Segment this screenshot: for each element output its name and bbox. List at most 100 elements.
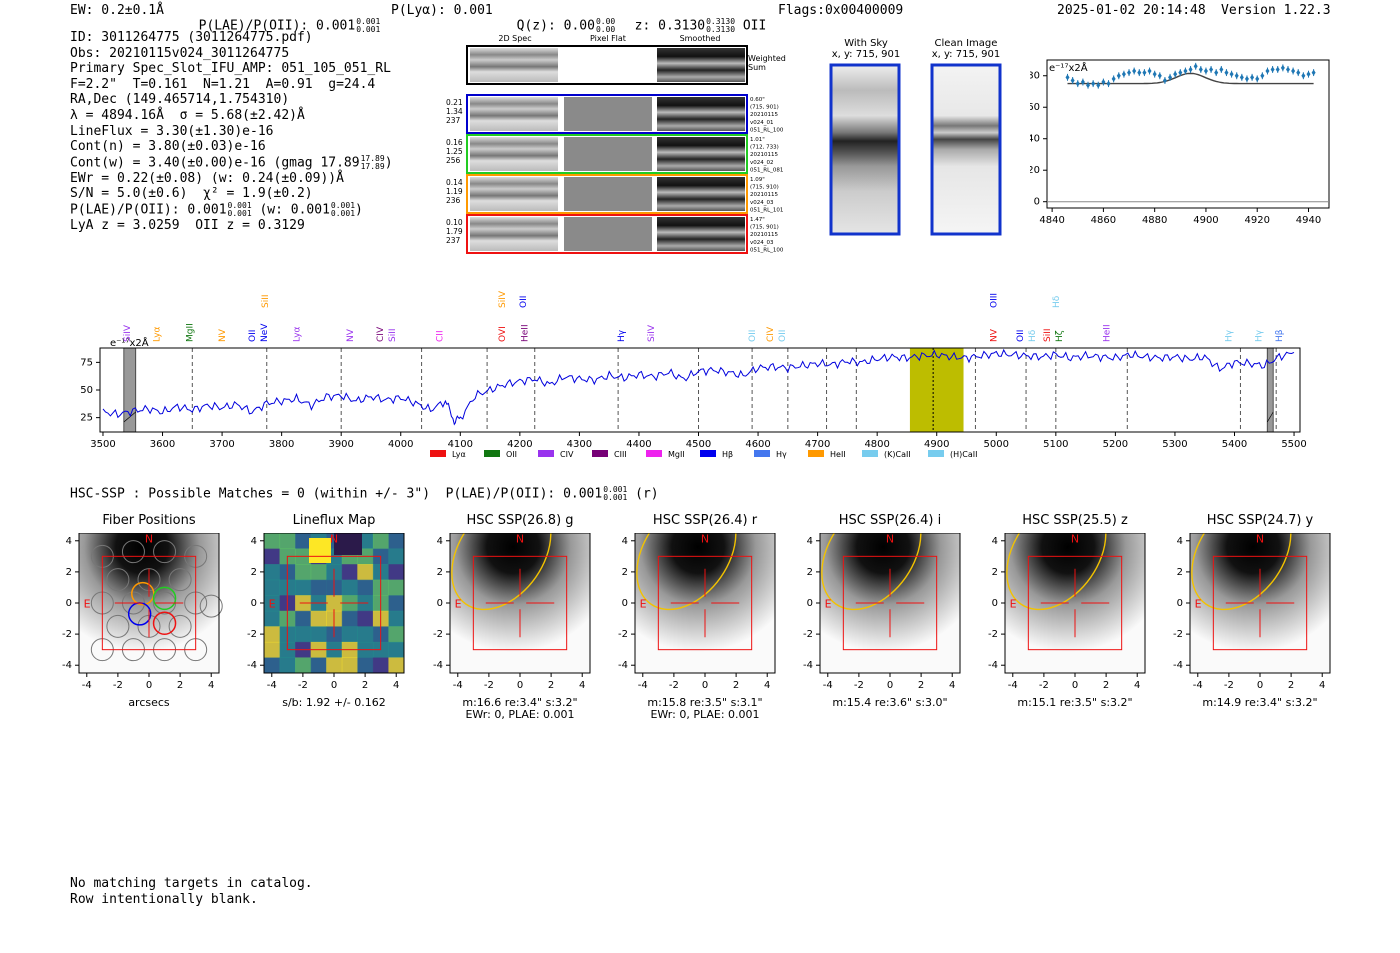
cutout-row-right-value: 0.60" [750, 97, 765, 103]
header-qz-text: Q(z): 0.00 [516, 18, 595, 34]
with-sky-xy: x, y: 715, 901 [831, 49, 901, 60]
lineflux-cell [388, 626, 405, 643]
header-datetime: 2025-01-02 20:14:48 [1057, 3, 1206, 18]
header-z-tag: OII [742, 18, 767, 34]
hsc-ytick-label: 2 [66, 567, 72, 578]
spectrum-xtick-label: 4700 [805, 439, 830, 450]
zoom-point [1214, 69, 1219, 76]
info-plae: P(LAE)/P(OII): 0.001 0.001 0.001 (w: 0.001… [70, 202, 393, 218]
clean-xy: x, y: 715, 901 [931, 49, 1001, 60]
hsc-xtick-label: -4 [823, 680, 833, 691]
spectrum-line-label: SiIV [647, 324, 657, 342]
mask-hatch [123, 411, 136, 423]
footer: No matching targets in catalog. Row inte… [70, 876, 313, 907]
cutout-row-right-value: 20210115 [750, 192, 778, 198]
info-plae-close: ) [355, 202, 363, 218]
hsc-title-lo: 0.001 [603, 493, 628, 502]
hsc-xtick-label: -2 [484, 680, 494, 691]
spectrum-xtick-label: 3900 [328, 439, 353, 450]
hsc-xtick-label: 4 [1319, 680, 1325, 691]
cutout-row-flat [564, 217, 652, 251]
mask-region [1266, 347, 1274, 433]
header-z-text: z: 0.3130 [634, 18, 706, 34]
hsc-ytick-label: -2 [988, 629, 998, 640]
fiber-circle [106, 568, 130, 592]
hsc-xtick-label: -4 [267, 680, 277, 691]
cutout-row-left-value: 0.14 [446, 178, 463, 187]
spectrum-line-label: NV [989, 328, 999, 342]
info-plae-w: (w: 0.001 [251, 202, 330, 218]
zoom-point [1152, 71, 1157, 78]
aperture-box [101, 555, 197, 651]
legend-swatch [808, 450, 824, 457]
lineflux-cell [310, 657, 327, 674]
spectrum-line-label: Hζ [1055, 330, 1065, 342]
lineflux-cell [388, 579, 405, 596]
mask-region [123, 347, 137, 433]
spectrum-xtick-label: 3700 [209, 439, 234, 450]
zoom-point [1255, 75, 1260, 82]
hsc-xtick-label: -2 [1224, 680, 1234, 691]
cutout-row-left-value: 0.10 [446, 218, 463, 227]
hsc-ytick-label: -2 [247, 629, 257, 640]
cutout-row-right-value: 051_RL_100 [750, 247, 784, 253]
hsc-ytick-label: -2 [803, 629, 813, 640]
cutout-row-left-value: 0.16 [446, 138, 463, 147]
zoom-ytick-label: 80 [1030, 71, 1040, 82]
legend-label: CIV [560, 450, 574, 459]
clean-image [930, 63, 1002, 236]
hsc-panel-caption: m:14.9 re:3.4" s:3.2" [1160, 697, 1360, 709]
hsc-ytick-label: 0 [437, 598, 443, 609]
spectrum-line-label: SiII [388, 328, 398, 342]
east-label: E [84, 598, 91, 611]
hsc-xtick-label: 0 [517, 680, 523, 691]
cutout-row-2d [470, 97, 558, 131]
north-label: N [886, 533, 894, 545]
zoom-point [1065, 74, 1070, 81]
lineflux-cell [264, 533, 281, 550]
footer-line2: Row intentionally blank. [70, 891, 258, 907]
spectrum-xtick-label: 4300 [567, 439, 592, 450]
cutout-row-right-value: v024_02 [750, 160, 774, 166]
cutout-svg: 2D Spec Pixel Flat Smoothed Weighted Sum… [446, 34, 786, 254]
hsc-panels: Fiber Positions N E -4 -4 -2 -2 0 0 2 2 4 4 arcsecs Li… [0, 510, 1400, 730]
spectrum-line-label: Lyα [293, 326, 303, 342]
legend-label: CIII [614, 450, 627, 459]
spectrum-line-label: Hγ [1225, 329, 1235, 342]
lineflux-cell [388, 641, 405, 658]
cutout-row-2d [470, 177, 558, 211]
zoom-point [1224, 69, 1229, 76]
east-label: E [640, 598, 647, 611]
cutout-row-smooth [657, 97, 745, 131]
hsc-panel-caption-line1: m:16.6 re:3.4" s:3.2" [462, 696, 578, 709]
east-label: E [1195, 598, 1202, 611]
legend-label: HeII [830, 450, 846, 459]
info-ewr: EWr = 0.22(±0.08) (w: 0.24(±0.09))Å [70, 170, 344, 186]
hsc-panel-caption-line1: m:15.8 re:3.5" s:3.1" [647, 696, 763, 709]
hsc-panel-image: N E -4 -4 -2 -2 0 0 2 2 4 4 [1173, 533, 1331, 691]
hsc-panel-image: N E -4 -4 -2 -2 0 0 2 2 4 4 [62, 533, 223, 691]
header-version: Version 1.22.3 [1221, 3, 1331, 18]
spectrum-line-label: HeII [1102, 324, 1112, 342]
aperture-box [1212, 555, 1308, 651]
spectrum-xtick-label: 4100 [448, 439, 473, 450]
hsc-ytick-label: -2 [62, 629, 72, 640]
hsc-panel-image: N E -4 -4 -2 -2 0 0 2 2 4 4 [247, 533, 405, 691]
legend-label: (H)CaII [950, 450, 977, 459]
hsc-xtick-label: 2 [1288, 680, 1294, 691]
spectrum-line [102, 348, 1295, 426]
weighted-smooth [657, 48, 745, 82]
cutout-row-right-value: v024_01 [750, 120, 774, 126]
aperture-box [1027, 555, 1123, 651]
north-label: N [1071, 533, 1079, 545]
zoom-point [1250, 74, 1255, 81]
hsc-ytick-label: 4 [437, 536, 443, 547]
spectrum-xtick-label: 5100 [1043, 439, 1068, 450]
hsc-ytick-label: -2 [1173, 629, 1183, 640]
aperture-box [472, 555, 568, 651]
lineflux-dark [334, 533, 362, 555]
cutout-row-right-value: v024_03 [750, 200, 774, 206]
lineflux-cell [295, 626, 312, 643]
info-id: ID: 3011264775 (3011264775.pdf) [70, 30, 313, 45]
weighted-2d [470, 48, 558, 82]
